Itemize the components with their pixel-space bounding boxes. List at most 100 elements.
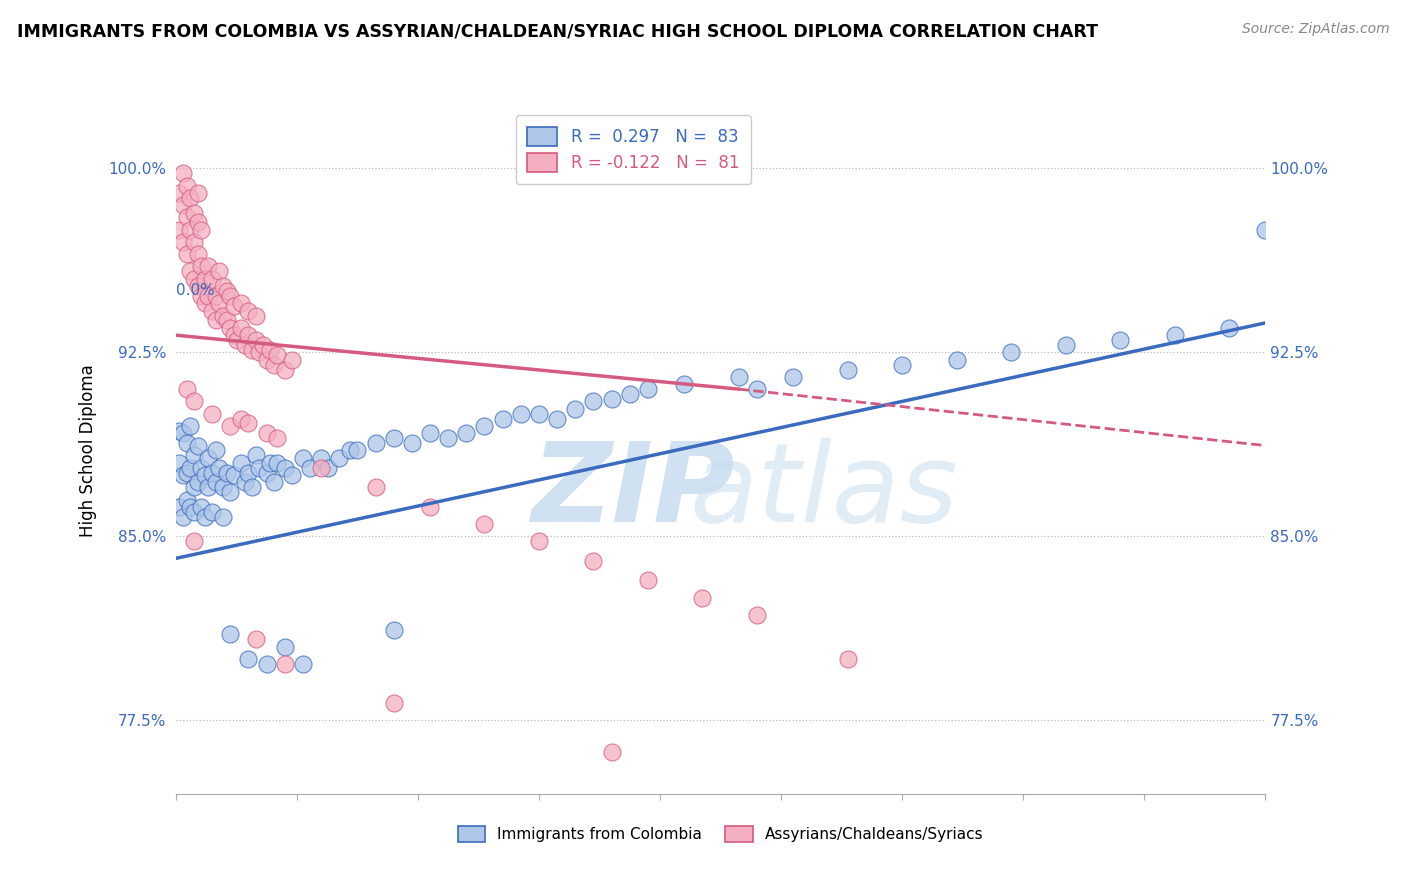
Point	[673, 377, 696, 392]
Point	[382, 431, 405, 445]
Point	[474, 418, 496, 433]
Point	[183, 480, 205, 494]
Point	[201, 505, 224, 519]
Point	[169, 456, 191, 470]
Point	[219, 320, 242, 334]
Point	[745, 607, 768, 622]
Text: atlas: atlas	[690, 438, 959, 545]
Point	[274, 640, 297, 654]
Point	[179, 500, 201, 514]
Y-axis label: High School Diploma: High School Diploma	[79, 364, 97, 537]
Point	[176, 436, 198, 450]
Point	[190, 260, 212, 274]
Point	[231, 320, 253, 334]
Point	[172, 235, 194, 249]
Point	[266, 348, 288, 362]
Point	[266, 431, 288, 445]
Point	[176, 211, 198, 225]
Point	[259, 343, 281, 357]
Point	[1163, 328, 1185, 343]
Point	[204, 443, 226, 458]
Point	[186, 279, 209, 293]
Point	[190, 460, 212, 475]
Point	[169, 223, 191, 237]
Point	[1054, 338, 1077, 352]
Point	[637, 382, 659, 396]
Point	[212, 480, 235, 494]
Point	[600, 745, 623, 759]
Point	[172, 166, 194, 180]
Point	[169, 500, 191, 514]
Point	[176, 382, 198, 396]
Point	[190, 223, 212, 237]
Point	[474, 517, 496, 532]
Point	[172, 426, 194, 441]
Point	[186, 475, 209, 490]
Point	[226, 333, 249, 347]
Point	[238, 303, 260, 318]
Text: Source: ZipAtlas.com: Source: ZipAtlas.com	[1241, 22, 1389, 37]
Point	[401, 436, 423, 450]
Point	[546, 411, 568, 425]
Point	[274, 657, 297, 671]
Point	[219, 418, 242, 433]
Point	[256, 466, 278, 480]
Point	[247, 345, 270, 359]
Point	[582, 394, 605, 409]
Point	[637, 574, 659, 588]
Point	[456, 426, 478, 441]
Point	[172, 198, 194, 212]
Legend: Immigrants from Colombia, Assyrians/Chaldeans/Syriacs: Immigrants from Colombia, Assyrians/Chal…	[451, 820, 990, 848]
Point	[212, 509, 235, 524]
Point	[291, 450, 314, 465]
Point	[281, 352, 304, 367]
Point	[186, 186, 209, 200]
Point	[201, 271, 224, 285]
Point	[172, 509, 194, 524]
Point	[176, 466, 198, 480]
Point	[201, 466, 224, 480]
Text: 0.0%: 0.0%	[176, 283, 215, 298]
Point	[179, 460, 201, 475]
Point	[364, 436, 387, 450]
Point	[256, 426, 278, 441]
Point	[183, 205, 205, 219]
Point	[419, 500, 441, 514]
Point	[364, 480, 387, 494]
Point	[197, 260, 219, 274]
Point	[245, 333, 267, 347]
Point	[492, 411, 515, 425]
Point	[215, 466, 238, 480]
Point	[339, 443, 361, 458]
Point	[945, 352, 967, 367]
Point	[619, 387, 641, 401]
Point	[194, 271, 217, 285]
Point	[197, 289, 219, 303]
Point	[183, 235, 205, 249]
Point	[194, 509, 217, 524]
Point	[291, 657, 314, 671]
Point	[238, 417, 260, 431]
Point	[176, 247, 198, 261]
Point	[263, 358, 285, 372]
Point	[204, 475, 226, 490]
Point	[266, 456, 288, 470]
Point	[1000, 345, 1022, 359]
Point	[183, 505, 205, 519]
Point	[179, 418, 201, 433]
Point	[256, 352, 278, 367]
Point	[238, 466, 260, 480]
Point	[183, 448, 205, 462]
Point	[212, 279, 235, 293]
Point	[222, 328, 245, 343]
Point	[1218, 320, 1240, 334]
Point	[240, 480, 263, 494]
Point	[183, 394, 205, 409]
Point	[169, 424, 191, 438]
Point	[219, 485, 242, 500]
Point	[186, 438, 209, 452]
Point	[176, 178, 198, 193]
Point	[437, 431, 460, 445]
Point	[194, 467, 217, 482]
Point	[222, 467, 245, 482]
